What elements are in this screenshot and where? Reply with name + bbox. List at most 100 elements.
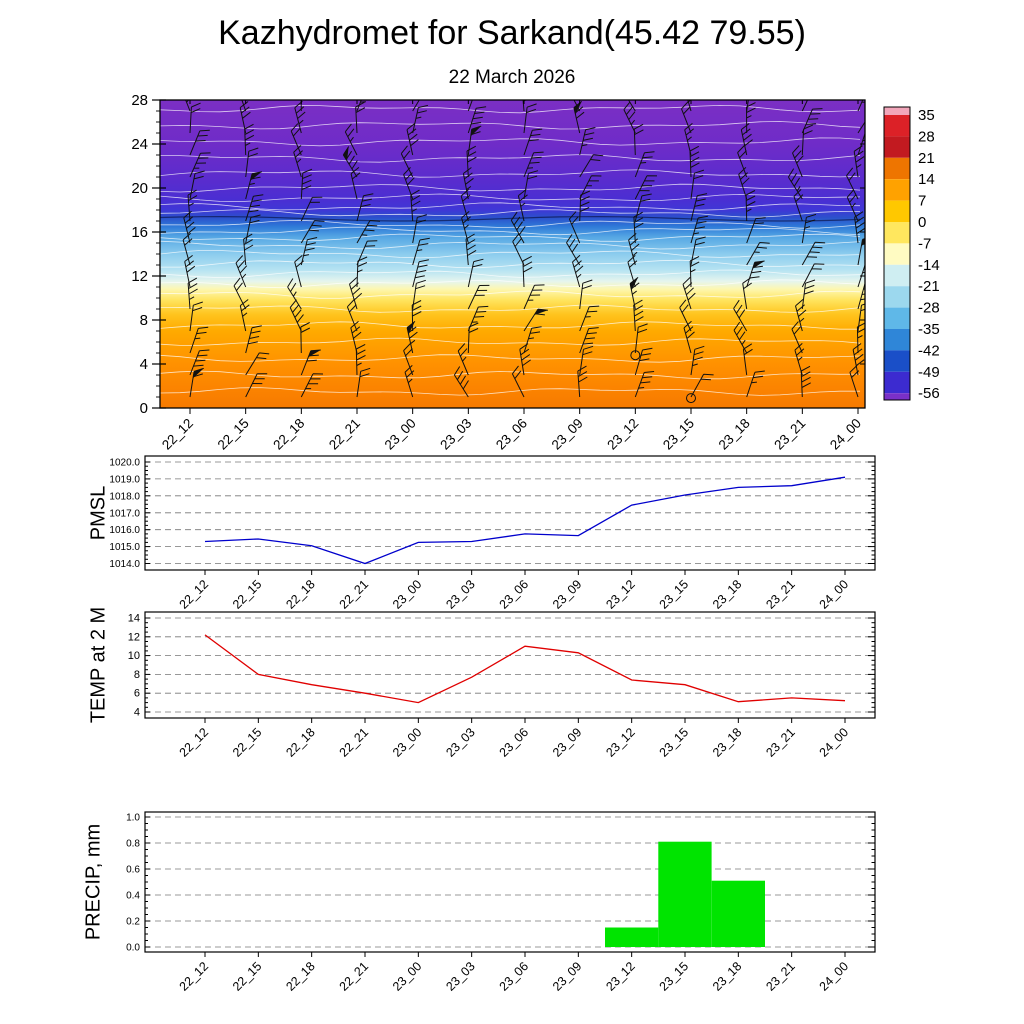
svg-text:23_18: 23_18 xyxy=(716,416,753,453)
svg-text:-49: -49 xyxy=(918,364,940,381)
svg-text:23_03: 23_03 xyxy=(443,959,478,994)
svg-text:23_21: 23_21 xyxy=(763,577,798,612)
svg-text:23_18: 23_18 xyxy=(710,959,745,994)
svg-text:6: 6 xyxy=(134,688,140,700)
svg-text:21: 21 xyxy=(918,150,935,167)
svg-text:22_15: 22_15 xyxy=(230,577,265,612)
precip-bar xyxy=(711,880,765,947)
svg-text:23_12: 23_12 xyxy=(603,725,638,760)
precip-panel: 0.0 0.2 0.4 0.6 0.8 1.0 22_12 22_15 22_18 22_21 23… xyxy=(126,811,876,994)
wind-barbs xyxy=(182,100,865,404)
svg-text:23_12: 23_12 xyxy=(603,577,638,612)
svg-text:1014.0: 1014.0 xyxy=(109,559,140,570)
svg-text:-28: -28 xyxy=(918,300,940,317)
svg-text:23_03: 23_03 xyxy=(443,577,478,612)
temperature-field xyxy=(160,100,865,408)
svg-text:14: 14 xyxy=(918,171,935,188)
svg-text:-7: -7 xyxy=(918,235,931,252)
svg-text:-42: -42 xyxy=(918,342,940,359)
precip-bar xyxy=(605,927,659,947)
svg-text:23_18: 23_18 xyxy=(710,725,745,760)
svg-text:1018.0: 1018.0 xyxy=(109,491,140,502)
svg-text:22_21: 22_21 xyxy=(337,725,372,760)
svg-text:1020.0: 1020.0 xyxy=(109,458,140,469)
svg-text:24_00: 24_00 xyxy=(817,725,852,760)
svg-text:0.8: 0.8 xyxy=(126,839,140,850)
svg-text:23_21: 23_21 xyxy=(763,725,798,760)
svg-text:23_15: 23_15 xyxy=(657,725,692,760)
date-subtitle: 22 March 2026 xyxy=(448,67,576,88)
svg-text:20: 20 xyxy=(131,180,148,197)
calm-wind-marker xyxy=(630,350,641,361)
svg-text:28: 28 xyxy=(918,128,935,145)
pmsl-series xyxy=(204,476,846,565)
svg-text:1015.0: 1015.0 xyxy=(109,542,140,553)
svg-text:1.0: 1.0 xyxy=(126,813,140,824)
svg-text:23_06: 23_06 xyxy=(493,416,530,453)
svg-text:12: 12 xyxy=(131,268,148,285)
svg-text:28: 28 xyxy=(131,92,148,109)
svg-text:-14: -14 xyxy=(918,257,940,274)
svg-text:35: 35 xyxy=(918,107,935,124)
svg-text:8: 8 xyxy=(134,669,140,681)
svg-text:23_09: 23_09 xyxy=(550,959,585,994)
temp-panel: 4 6 8 10 12 14 22_12 22_15 22_18 22_21 23_00 23_03 2… xyxy=(128,611,876,760)
svg-text:22_12: 22_12 xyxy=(177,725,212,760)
svg-text:22_12: 22_12 xyxy=(159,416,196,453)
svg-text:0.4: 0.4 xyxy=(126,891,140,902)
svg-text:22_18: 22_18 xyxy=(270,416,307,453)
svg-text:23_09: 23_09 xyxy=(550,725,585,760)
svg-text:1017.0: 1017.0 xyxy=(109,508,140,519)
svg-text:22_18: 22_18 xyxy=(283,959,318,994)
svg-text:23_21: 23_21 xyxy=(763,959,798,994)
svg-text:24: 24 xyxy=(131,136,148,153)
svg-text:23_00: 23_00 xyxy=(390,725,425,760)
svg-text:8: 8 xyxy=(140,312,148,329)
svg-text:23_12: 23_12 xyxy=(604,416,641,453)
svg-text:23_12: 23_12 xyxy=(603,959,638,994)
svg-text:1019.0: 1019.0 xyxy=(109,474,140,485)
svg-text:7: 7 xyxy=(918,193,926,210)
svg-text:10: 10 xyxy=(128,650,140,662)
svg-text:4: 4 xyxy=(134,707,140,719)
svg-text:0.2: 0.2 xyxy=(126,917,140,928)
svg-text:23_21: 23_21 xyxy=(771,416,808,453)
svg-text:24_00: 24_00 xyxy=(817,959,852,994)
svg-text:23_06: 23_06 xyxy=(497,959,532,994)
temp-2m-series xyxy=(204,634,846,704)
page-title: Kazhydromet for Sarkand(45.42 79.55) xyxy=(218,14,806,52)
svg-text:23_06: 23_06 xyxy=(497,577,532,612)
svg-text:0: 0 xyxy=(140,400,148,417)
svg-text:14: 14 xyxy=(128,613,140,625)
svg-text:22_18: 22_18 xyxy=(283,577,318,612)
calm-wind-marker xyxy=(686,393,696,404)
svg-text:22_12: 22_12 xyxy=(177,959,212,994)
svg-text:0.6: 0.6 xyxy=(126,865,140,876)
svg-text:24_00: 24_00 xyxy=(827,416,864,453)
svg-text:23_15: 23_15 xyxy=(657,577,692,612)
pmsl-panel: 1014.0 1015.0 1016.0 1017.0 1018.0 1019.0 1020… xyxy=(109,455,876,612)
svg-text:22_21: 22_21 xyxy=(337,577,372,612)
svg-text:16: 16 xyxy=(131,224,148,241)
svg-text:22_21: 22_21 xyxy=(337,959,372,994)
svg-text:23_00: 23_00 xyxy=(382,416,419,453)
svg-text:23_03: 23_03 xyxy=(443,725,478,760)
svg-text:1016.0: 1016.0 xyxy=(109,525,140,536)
svg-text:22_18: 22_18 xyxy=(283,725,318,760)
svg-text:-35: -35 xyxy=(918,321,940,338)
temperature-colorbar: 35 28 21 14 7 0 -7 -14 -21 -28 -35 -42 -49 -56 xyxy=(883,106,940,402)
svg-text:0: 0 xyxy=(918,214,926,231)
svg-text:4: 4 xyxy=(140,356,148,373)
cross-section-panel: 0 4 8 12 16 20 24 28 22_12 22_15 22_18 22_21 23_00 23… xyxy=(131,92,866,453)
svg-text:22_15: 22_15 xyxy=(230,725,265,760)
svg-text:22_21: 22_21 xyxy=(326,416,363,453)
svg-text:24_00: 24_00 xyxy=(817,577,852,612)
svg-text:23_18: 23_18 xyxy=(710,577,745,612)
svg-text:22_12: 22_12 xyxy=(177,577,212,612)
svg-text:-56: -56 xyxy=(918,385,940,402)
svg-text:23_06: 23_06 xyxy=(497,725,532,760)
svg-text:0.0: 0.0 xyxy=(126,943,140,954)
svg-text:22_15: 22_15 xyxy=(215,416,252,453)
svg-text:23_03: 23_03 xyxy=(437,416,474,453)
